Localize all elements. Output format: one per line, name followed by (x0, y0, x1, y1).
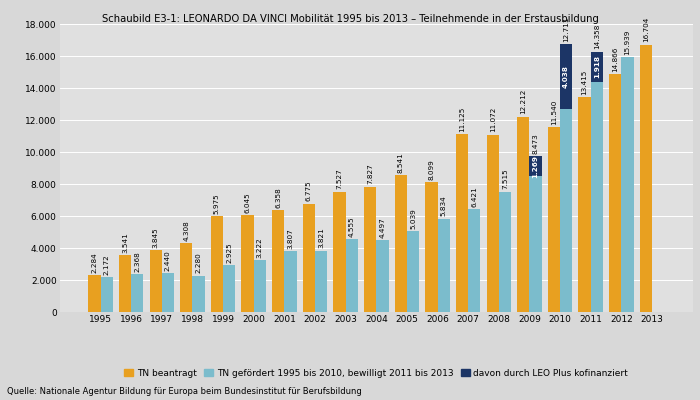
Text: 3.541: 3.541 (122, 232, 128, 253)
Bar (517, 117, 529, 312)
Bar (302, 204, 315, 312)
Text: 6.358: 6.358 (275, 187, 281, 208)
Text: 7.515: 7.515 (502, 169, 508, 189)
Bar (119, 255, 131, 312)
Text: 6.775: 6.775 (306, 180, 312, 201)
Text: 12.212: 12.212 (520, 89, 526, 114)
Bar (591, 52, 603, 82)
Text: 7.527: 7.527 (337, 168, 342, 189)
Legend: TN beantragt, TN gefördert 1995 bis 2010, bewilligt 2011 bis 2013, davon durch L: TN beantragt, TN gefördert 1995 bis 2010… (121, 366, 631, 382)
Bar (315, 251, 327, 312)
Text: 4.555: 4.555 (349, 216, 355, 237)
Text: 2.925: 2.925 (226, 242, 232, 263)
Text: 2.284: 2.284 (92, 252, 97, 273)
Bar (529, 176, 542, 312)
Text: 1.269: 1.269 (533, 155, 538, 178)
Text: 11.540: 11.540 (551, 100, 557, 125)
Text: 2.440: 2.440 (165, 250, 171, 270)
Bar (591, 82, 603, 312)
Bar (560, 109, 573, 312)
Bar (253, 260, 266, 312)
Bar (377, 240, 389, 312)
Bar (284, 251, 297, 312)
Bar (486, 135, 499, 312)
Text: 4.497: 4.497 (379, 217, 386, 238)
Bar (407, 231, 419, 312)
Text: 6.421: 6.421 (471, 186, 477, 207)
Text: 5.975: 5.975 (214, 193, 220, 214)
Bar (364, 187, 377, 312)
Bar (272, 210, 284, 312)
Text: Quelle: Nationale Agentur Bildung für Europa beim Bundesinstitut für Berufsbildu: Quelle: Nationale Agentur Bildung für Eu… (7, 387, 362, 396)
Bar (609, 74, 622, 312)
Text: 8.473: 8.473 (533, 133, 538, 154)
Text: Schaubild E3-1: LEONARDO DA VINCI Mobilität 1995 bis 2013 – Teilnehmende in der : Schaubild E3-1: LEONARDO DA VINCI Mobili… (102, 14, 598, 24)
Text: 8.541: 8.541 (398, 152, 404, 173)
Text: 3.807: 3.807 (288, 228, 293, 249)
Text: 2.368: 2.368 (134, 251, 140, 272)
Text: 3.222: 3.222 (257, 237, 262, 258)
Bar (180, 243, 193, 312)
Text: 11.125: 11.125 (459, 106, 465, 132)
Text: 5.834: 5.834 (440, 196, 447, 216)
Text: 12.711: 12.711 (564, 16, 569, 42)
Bar (622, 57, 634, 312)
Bar (426, 182, 438, 312)
Bar (468, 209, 480, 312)
Text: 4.038: 4.038 (564, 65, 569, 88)
Text: 1.918: 1.918 (594, 56, 600, 78)
Bar (162, 273, 174, 312)
Text: 5.039: 5.039 (410, 208, 416, 229)
Bar (640, 45, 652, 312)
Bar (395, 175, 407, 312)
Bar (560, 44, 573, 109)
Text: 13.415: 13.415 (582, 70, 587, 95)
Bar (101, 277, 113, 312)
Text: 3.845: 3.845 (153, 227, 159, 248)
Text: 6.045: 6.045 (244, 192, 251, 213)
Text: 2.280: 2.280 (195, 252, 202, 273)
Text: 14.358: 14.358 (594, 24, 600, 49)
Bar (193, 276, 204, 312)
Bar (529, 156, 542, 176)
Bar (456, 134, 468, 312)
Bar (150, 250, 162, 312)
Bar (131, 274, 144, 312)
Bar (578, 97, 591, 312)
Bar (223, 265, 235, 312)
Bar (438, 219, 450, 312)
Bar (241, 215, 253, 312)
Text: 4.308: 4.308 (183, 220, 189, 241)
Text: 11.072: 11.072 (490, 107, 496, 132)
Text: 15.939: 15.939 (624, 29, 631, 54)
Text: 14.866: 14.866 (612, 46, 618, 72)
Bar (548, 127, 560, 312)
Bar (346, 239, 358, 312)
Bar (88, 276, 101, 312)
Bar (333, 192, 346, 312)
Text: 3.821: 3.821 (318, 228, 324, 248)
Text: 16.704: 16.704 (643, 17, 649, 42)
Bar (211, 216, 223, 312)
Text: 7.827: 7.827 (367, 164, 373, 184)
Text: 8.099: 8.099 (428, 159, 435, 180)
Bar (499, 192, 511, 312)
Text: 2.172: 2.172 (104, 254, 110, 275)
